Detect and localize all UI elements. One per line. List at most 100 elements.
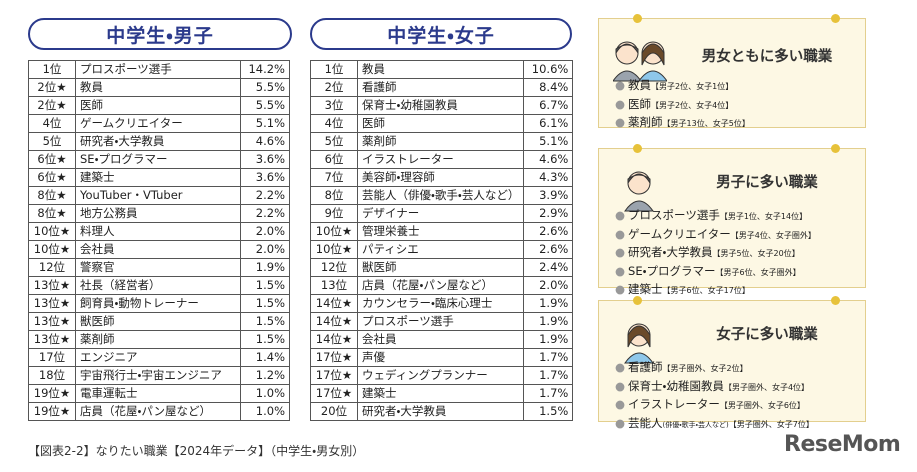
row: 8位★ 地方公務員 2.2% (28, 204, 290, 223)
rank: 5位 (28, 132, 76, 151)
job: 警察官 (75, 258, 241, 277)
card-title: 男子に多い職業 (716, 175, 818, 191)
pct: 2.4% (523, 258, 574, 277)
caption: 【図表2-2】なりたい職業【2024年データ】（中学生・男女別） (28, 444, 365, 458)
row: 14位★ 会社員 1.9% (310, 330, 574, 349)
rank: 14位★ (310, 312, 358, 331)
pct: 1.5% (523, 402, 574, 421)
rank: 10位★ (310, 240, 358, 259)
row: 13位★ 獣医師 1.5% (28, 312, 290, 331)
row: 13位 店員（花屋・パン屋など） 2.0% (310, 276, 574, 295)
row: 8位 芸能人（俳優・歌手・芸人など） 3.9% (310, 186, 574, 205)
row: 14位★ プロスポーツ選手 1.9% (310, 312, 574, 331)
pct: 8.4% (523, 78, 574, 97)
job-name: 医師 (628, 96, 652, 111)
row: 18位 宇宙飛行士・宇宙エンジニア 1.2% (28, 366, 290, 385)
row: 3位 保育士・幼稚園教員 6.7% (310, 96, 574, 115)
pin (633, 296, 642, 305)
card-item: 研究者・大学教員【男子5位、女子20位】 (615, 244, 816, 263)
pin (633, 14, 642, 23)
row: 13位★ 社長（経営者） 1.5% (28, 276, 290, 295)
card-list: 教員【男子2位、女子1位】医師【男子2位、女子4位】薬剤師【男子13位、女子5位… (615, 77, 750, 133)
row: 5位 研究者・大学教員 4.6% (28, 132, 290, 151)
pct: 1.5% (240, 330, 290, 349)
job: 会社員 (75, 240, 241, 259)
card-item: ゲームクリエイター【男子4位、女子圏外】 (615, 226, 816, 245)
rank: 14位★ (310, 330, 358, 349)
row: 8位★ YouTuber・VTuber 2.2% (28, 186, 290, 205)
card-list: 看護師【男子圏外、女子2位】保育士・幼稚園教員【男子圏外、女子4位】イラストレー… (615, 359, 814, 433)
rank: 20位 (310, 402, 358, 421)
pct: 5.5% (240, 96, 290, 115)
job: プロスポーツ選手 (356, 312, 525, 331)
card-list: プロスポーツ選手【男子1位、女子14位】ゲームクリエイター【男子4位、女子圏外】… (615, 207, 816, 300)
pct: 1.9% (523, 312, 574, 331)
row: 4位 ゲームクリエイター 5.1% (28, 114, 290, 133)
card-item: 芸能人(俳優・歌手・芸人など)【男子圏外、女子7位】 (615, 415, 814, 434)
rank: 6位★ (28, 150, 76, 169)
job-name: 研究者・大学教員 (628, 245, 713, 259)
rank: 12位 (310, 258, 358, 277)
row: 13位★ 薬剤師 1.5% (28, 330, 290, 349)
pct: 1.0% (240, 384, 290, 403)
job: 声優 (356, 348, 525, 367)
row: 19位★ 電車運転士 1.0% (28, 384, 290, 403)
icon (624, 323, 654, 364)
row: 12位 警察官 1.9% (28, 258, 290, 277)
rank: 13位 (310, 276, 358, 295)
pct: 4.6% (240, 132, 290, 151)
rank: 10位★ (28, 240, 76, 259)
rank: 13位★ (28, 276, 76, 295)
job-name: 芸能人 (628, 415, 663, 430)
rank: 19位★ (28, 384, 76, 403)
job: 管理栄養士 (356, 222, 525, 241)
rank: 2位 (310, 78, 358, 97)
job: プロスポーツ選手 (75, 60, 241, 79)
row: 20位 研究者・大学教員 1.5% (310, 402, 574, 421)
job: 薬剤師 (75, 330, 241, 349)
job: 獣医師 (75, 312, 241, 331)
pct: 10.6% (523, 60, 574, 79)
job: ウェディングプランナー (356, 366, 525, 385)
pct: 1.4% (240, 348, 290, 367)
rank-note: 【男子5位、女子20位】 (712, 249, 800, 258)
rank: 8位★ (28, 186, 76, 205)
job: 地方公務員 (75, 204, 241, 223)
rank: 19位★ (28, 402, 76, 421)
girls-title: 中学生・女子 (310, 18, 572, 50)
job: 看護師 (356, 78, 525, 97)
pct: 2.9% (523, 204, 574, 223)
girls-table: 1位 教員 10.6% 2位 看護師 8.4% 3位 保育士・幼稚園教員 6.7% 4位 医師 6.1… (310, 60, 574, 421)
rank: 2位★ (28, 78, 76, 97)
card-title: 女子に多い職業 (716, 327, 818, 343)
rank: 2位★ (28, 96, 76, 115)
pct: 1.7% (523, 348, 574, 367)
pct: 5.5% (240, 78, 290, 97)
pct: 6.1% (523, 114, 574, 133)
rank-note: 【男子6位、女子17位】 (662, 286, 750, 295)
job-sub: (俳優・歌手・芸人など) (662, 420, 729, 429)
card: 男女ともに多い職業教員【男子2位、女子1位】医師【男子2位、女子4位】薬剤師【男… (598, 14, 866, 129)
rank: 7位 (310, 168, 358, 187)
job: 教員 (356, 60, 525, 79)
job: 保育士・幼稚園教員 (356, 96, 525, 115)
rank-note: 【男子13位、女子5位】 (662, 119, 750, 128)
boys-table: 1位 プロスポーツ選手 14.2% 2位★ 教員 5.5% 2位★ 医師 5.5% 4位 ゲームクリ… (28, 60, 290, 421)
pct: 1.5% (240, 294, 290, 313)
rank: 17位★ (310, 384, 358, 403)
job: 芸能人（俳優・歌手・芸人など） (356, 186, 525, 205)
row: 2位★ 教員 5.5% (28, 78, 290, 97)
pct: 3.6% (240, 150, 290, 169)
job: 建築士 (75, 168, 241, 187)
rank: 13位★ (28, 294, 76, 313)
rank-note: 【男子2位、女子1位】 (651, 82, 734, 91)
job-name: 建築士 (628, 282, 663, 296)
rank-note: 【男子圏外、女子4位】 (723, 382, 810, 392)
pct: 4.6% (523, 150, 574, 169)
pct: 1.0% (240, 402, 290, 421)
pct: 1.7% (523, 366, 574, 385)
pin (633, 144, 642, 153)
job-name: ゲームクリエイター (628, 226, 731, 241)
job: 電車運転士 (75, 384, 241, 403)
row: 17位★ 声優 1.7% (310, 348, 574, 367)
